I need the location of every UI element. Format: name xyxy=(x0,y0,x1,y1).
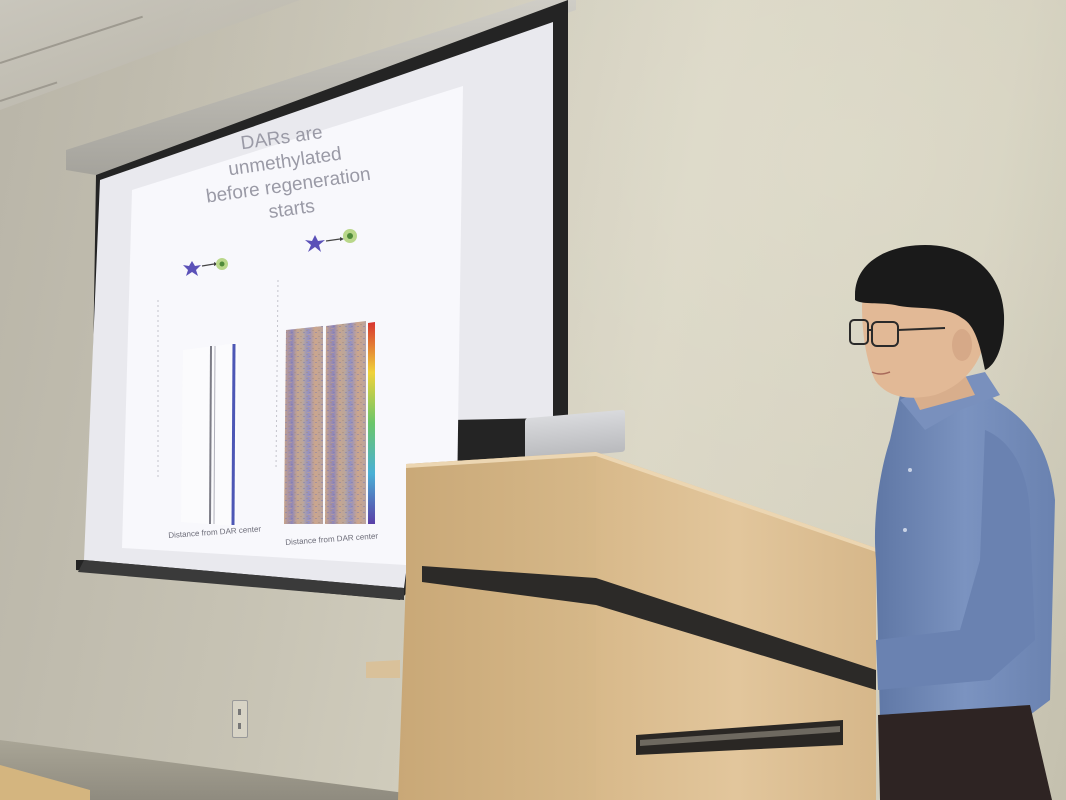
pants xyxy=(878,705,1052,800)
wall-outlet xyxy=(232,700,248,738)
hair xyxy=(855,245,1005,370)
glasses-icon xyxy=(849,319,946,347)
